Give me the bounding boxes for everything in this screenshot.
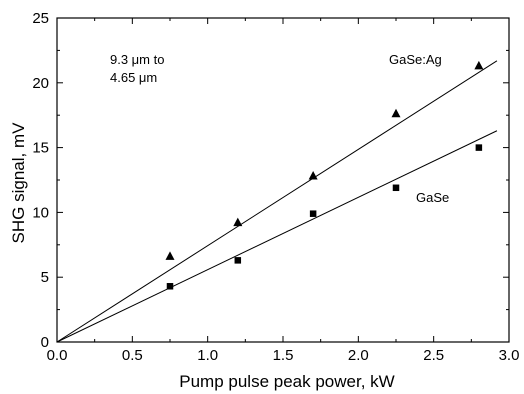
y-tick-label: 25 <box>32 10 49 27</box>
x-tick-label: 0.0 <box>47 347 68 364</box>
fit-line-gase-ag <box>56 60 498 343</box>
axis-ticks <box>56 17 510 343</box>
fit-lines <box>56 60 498 343</box>
x-tick-label: 2.5 <box>423 347 444 364</box>
marker-triangle-gase-ag <box>474 60 484 70</box>
data-markers <box>165 60 484 290</box>
marker-triangle-gase-ag <box>165 251 175 260</box>
marker-square-gase <box>166 283 174 290</box>
y-tick-label: 20 <box>32 75 49 92</box>
x-tick-label: 1.5 <box>273 347 294 364</box>
marker-square-gase <box>309 210 317 217</box>
marker-triangle-gase-ag <box>308 171 318 180</box>
x-tick-label: 1.0 <box>197 347 218 364</box>
x-tick-label: 0.5 <box>122 347 143 364</box>
y-tick-label: 10 <box>32 204 49 221</box>
annotation-wavelength-line2: 4.65 μm <box>110 70 157 85</box>
series-label-gase: GaSe <box>416 190 449 205</box>
annotation-wavelength-line1: 9.3 μm to <box>110 52 164 67</box>
marker-square-gase <box>234 257 242 264</box>
y-tick-label: 5 <box>41 269 49 286</box>
series-label-gase-ag: GaSe:Ag <box>389 52 442 67</box>
x-tick-label: 2.0 <box>348 347 369 364</box>
axis-tick-labels: 0.0 0.5 1.0 1.5 2.0 2.5 3.0 0 5 10 15 20 25 <box>32 10 519 364</box>
y-tick-label: 0 <box>41 334 49 351</box>
marker-triangle-gase-ag <box>391 108 401 118</box>
marker-square-gase <box>475 144 483 151</box>
y-axis-title: SHG signal, mV <box>9 122 28 244</box>
x-tick-label: 3.0 <box>499 347 520 364</box>
fit-line-gase <box>56 130 498 343</box>
y-tick-label: 15 <box>32 140 49 157</box>
marker-square-gase <box>392 184 400 192</box>
x-axis-title: Pump pulse peak power, kW <box>179 372 394 391</box>
marker-triangle-gase-ag <box>233 217 243 227</box>
